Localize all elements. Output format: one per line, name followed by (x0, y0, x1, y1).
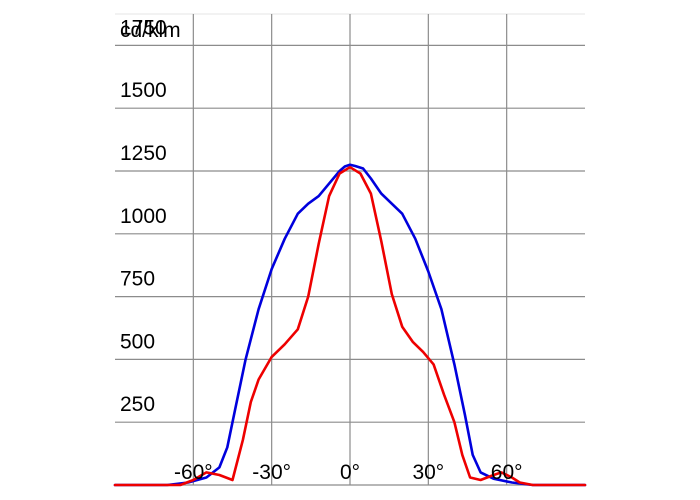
series-layer (113, 163, 587, 487)
x-tick-label: 60° (491, 461, 523, 484)
y-tick-label: 250 (120, 393, 155, 416)
x-tick-label: -60° (174, 461, 213, 484)
y-tick-label: 500 (120, 330, 155, 353)
x-tick-label: 30° (412, 461, 444, 484)
y-tick-label: 1500 (120, 79, 167, 102)
y-tick-label: 750 (120, 268, 155, 291)
grid-layer (115, 13, 585, 486)
y-tick-label: 1750 (120, 16, 167, 39)
label-layer: cd/klm 250 500 750 1000 1250 1500 1750 -60° -30°… (120, 16, 523, 484)
y-axis-unit-label: cd/klm (120, 19, 181, 42)
y-tick-label: 1250 (120, 142, 167, 165)
series-line-2 (113, 165, 587, 487)
x-tick-label: 0° (340, 461, 360, 484)
y-tick-label: 1000 (120, 205, 167, 228)
x-tick-label: -30° (252, 461, 291, 484)
series-line-1 (113, 163, 587, 487)
